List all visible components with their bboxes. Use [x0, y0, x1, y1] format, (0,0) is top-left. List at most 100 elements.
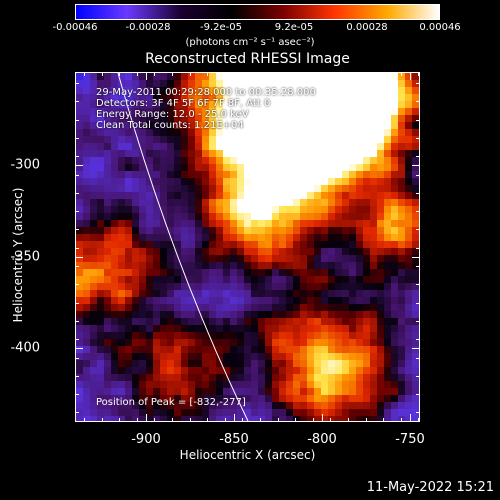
tick-mark	[137, 72, 138, 76]
heatmap-cell	[356, 185, 363, 192]
heatmap-cell	[125, 332, 132, 339]
heatmap-cell	[97, 304, 104, 311]
tick-mark	[102, 418, 103, 422]
heatmap-cell	[139, 220, 146, 227]
heatmap-cell	[160, 353, 167, 360]
heatmap-cell	[237, 346, 244, 353]
heatmap-cell	[272, 367, 279, 374]
colorbar-tick: -0.00046	[52, 22, 98, 33]
heatmap-cell	[370, 374, 377, 381]
heatmap-cell	[132, 374, 139, 381]
heatmap-cell	[265, 227, 272, 234]
heatmap-cell	[314, 276, 321, 283]
heatmap-cell	[405, 311, 412, 318]
heatmap-cell	[335, 213, 342, 220]
heatmap-cell	[363, 325, 370, 332]
heatmap-cell	[174, 255, 181, 262]
heatmap-cell	[405, 213, 412, 220]
heatmap-cell	[111, 227, 118, 234]
heatmap-cell	[356, 129, 363, 136]
heatmap-cell	[90, 360, 97, 367]
heatmap-cell	[412, 297, 419, 304]
heatmap-cell	[412, 374, 419, 381]
heatmap-cell	[139, 325, 146, 332]
heatmap-cell	[384, 129, 391, 136]
heatmap-cell	[349, 213, 356, 220]
heatmap-cell	[118, 129, 125, 136]
heatmap-cell	[230, 346, 237, 353]
heatmap-cell	[391, 360, 398, 367]
heatmap-cell	[384, 325, 391, 332]
heatmap-cell	[363, 157, 370, 164]
heatmap-cell	[265, 213, 272, 220]
heatmap-cell	[349, 339, 356, 346]
heatmap-cell	[328, 290, 335, 297]
heatmap-cell	[314, 339, 321, 346]
heatmap-cell	[90, 374, 97, 381]
heatmap-cell	[307, 234, 314, 241]
heatmap-cell	[370, 262, 377, 269]
heatmap-cell	[104, 248, 111, 255]
heatmap-cell	[384, 136, 391, 143]
heatmap-cell	[384, 262, 391, 269]
heatmap-cell	[209, 157, 216, 164]
heatmap-cell	[90, 283, 97, 290]
heatmap-cell	[272, 304, 279, 311]
heatmap-cell	[279, 241, 286, 248]
heatmap-cell	[244, 325, 251, 332]
heatmap-cell	[153, 80, 160, 87]
heatmap-cell	[76, 227, 83, 234]
heatmap-cell	[272, 374, 279, 381]
heatmap-cell	[230, 360, 237, 367]
heatmap-cell	[76, 206, 83, 213]
heatmap-cell	[195, 220, 202, 227]
heatmap-cell	[370, 164, 377, 171]
heatmap-cell	[321, 297, 328, 304]
heatmap-cell	[139, 311, 146, 318]
heatmap-cell	[286, 388, 293, 395]
heatmap-cell	[188, 227, 195, 234]
heatmap-cell	[132, 297, 139, 304]
heatmap-cell	[125, 178, 132, 185]
heatmap-cell	[356, 353, 363, 360]
heatmap-cell	[104, 136, 111, 143]
heatmap-cell	[132, 402, 139, 409]
heatmap-cell	[202, 206, 209, 213]
tick-mark	[412, 257, 420, 258]
heatmap-cell	[412, 220, 419, 227]
heatmap-cell	[391, 122, 398, 129]
heatmap-cell	[181, 122, 188, 129]
heatmap-cell	[398, 122, 405, 129]
heatmap-cell	[349, 381, 356, 388]
heatmap-cell	[363, 178, 370, 185]
heatmap-plot[interactable]: 29-May-2011 00:29:28.000 to 00:35:28.000…	[75, 72, 420, 422]
heatmap-cell	[202, 192, 209, 199]
heatmap-cell	[265, 199, 272, 206]
heatmap-cell	[90, 101, 97, 108]
colorbar-tick: 0.00046	[419, 22, 461, 33]
heatmap-cell	[349, 255, 356, 262]
heatmap-cell	[258, 143, 265, 150]
heatmap-cell	[181, 339, 188, 346]
heatmap-cell	[356, 192, 363, 199]
heatmap-cell	[384, 388, 391, 395]
heatmap-cell	[265, 367, 272, 374]
heatmap-cell	[349, 241, 356, 248]
heatmap-cell	[132, 360, 139, 367]
heatmap-cell	[314, 80, 321, 87]
heatmap-cell	[76, 241, 83, 248]
heatmap-cell	[146, 409, 153, 416]
heatmap-cell	[188, 185, 195, 192]
heatmap-cell	[153, 325, 160, 332]
heatmap-cell	[209, 269, 216, 276]
heatmap-cell	[258, 115, 265, 122]
heatmap-cell	[146, 122, 153, 129]
heatmap-cell	[384, 346, 391, 353]
heatmap-cell	[342, 255, 349, 262]
heatmap-cell	[265, 402, 272, 409]
heatmap-cell	[132, 339, 139, 346]
heatmap-cell	[307, 311, 314, 318]
heatmap-cell	[132, 122, 139, 129]
heatmap-cell	[223, 402, 230, 409]
heatmap-cell	[230, 262, 237, 269]
